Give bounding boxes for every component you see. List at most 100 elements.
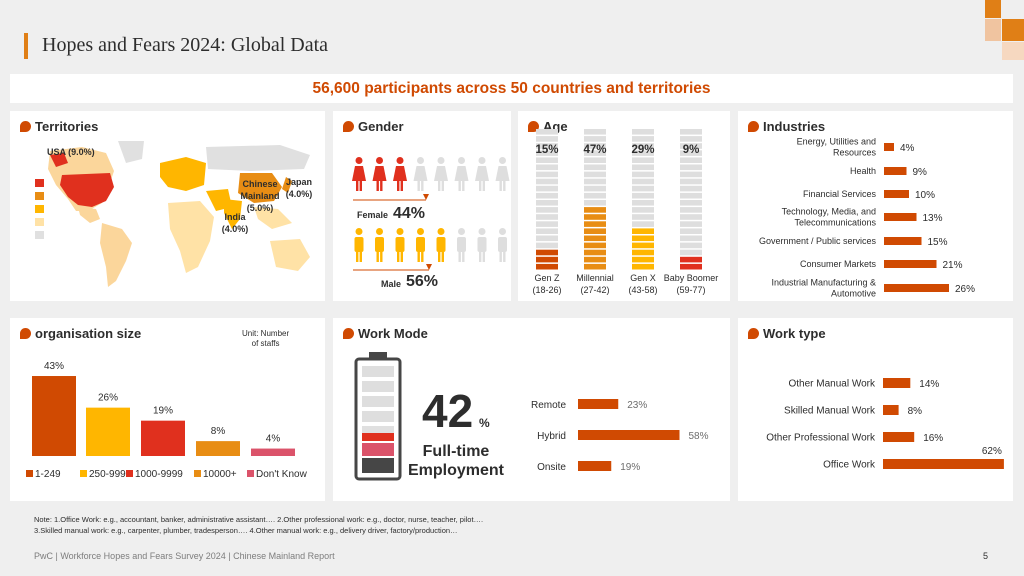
age-category-label: (59-77) (676, 285, 705, 295)
male-person-icon-1 (375, 228, 384, 262)
age-bar-segment (536, 150, 558, 156)
industry-value-label: 4% (900, 143, 915, 154)
age-bar-segment (584, 178, 606, 185)
participants-banner-text: 56,600 participants across 50 countries … (312, 79, 711, 97)
industry-category-label: Resources (833, 148, 877, 158)
age-bar-segment (536, 185, 558, 192)
worktype-title: Work type (748, 326, 826, 341)
age-category-label: (27-42) (580, 285, 609, 295)
worktype-value-label: 8% (908, 406, 923, 417)
age-bar-segment (632, 150, 654, 156)
title-accent-bar (24, 33, 28, 59)
age-bar-segment (680, 242, 702, 249)
age-bar-segment (584, 200, 606, 206)
age-bar-segment (584, 129, 606, 135)
age-bar-segment (632, 178, 654, 185)
china-shape (238, 173, 282, 203)
age-bar-segment (680, 228, 702, 234)
age-value-label: 9% (683, 144, 700, 156)
note-line-1: Note: 1.Office Work: e.g., accountant, b… (34, 515, 484, 524)
age-bar-segment (584, 143, 606, 149)
industry-category-label: Government / Public services (759, 236, 877, 246)
south-america-shape (100, 223, 132, 287)
australia-shape (270, 239, 310, 271)
age-category-label: Baby Boomer (664, 273, 719, 283)
worktype-bar (883, 405, 899, 415)
industry-bar (884, 167, 907, 175)
age-bar-segment (632, 221, 654, 227)
industry-bar (884, 213, 917, 221)
world-map (48, 141, 310, 287)
bullet-icon (20, 328, 31, 339)
workmode-chart: 23% Remote 58% Hybrid 19% Onsite (531, 399, 709, 473)
age-bar-segment (632, 129, 654, 135)
bullet-icon (343, 328, 354, 339)
age-bar-segment (536, 228, 558, 234)
age-bar-segment (680, 263, 702, 270)
age-bar-segment (536, 171, 558, 178)
age-bar-segment (584, 228, 606, 234)
battery-icon (354, 352, 402, 481)
orgsize-bar (86, 407, 130, 456)
age-bar-segment (632, 207, 654, 213)
orgsize-bar (251, 448, 295, 456)
age-bar-segment (584, 164, 606, 171)
orgsize-legend-swatch (26, 470, 33, 477)
orgsize-legend-swatch (194, 470, 201, 477)
orgsize-legend-label: 10000+ (203, 469, 237, 480)
gender-pictogram (352, 157, 510, 271)
workmode-panel: Work Mode 42 % Full-time Employment 23% R… (333, 318, 730, 501)
mexico-shape (78, 207, 100, 223)
greenland-shape (118, 141, 144, 163)
orgsize-legend-swatch (80, 470, 87, 477)
se-asia-shape (254, 207, 292, 229)
alaska-shape (50, 153, 68, 167)
page-number: 5 (983, 551, 989, 561)
male-person-icon-5 (457, 228, 466, 262)
orgsize-legend-label: Don't Know (256, 469, 308, 480)
age-bar-segment (680, 214, 702, 220)
orgsize-chart: 43% 26% 19% 8% 4% 1-249 250-999 1000-9999 10000+… (26, 361, 308, 480)
age-bar-segment (536, 249, 558, 256)
workmode-value-label: 23% (627, 400, 647, 411)
usa-shape (60, 173, 114, 207)
industry-bar (884, 237, 922, 245)
age-bar-segment (584, 256, 606, 263)
workmode-category-label: Hybrid (537, 431, 566, 442)
worktype-value-label: 14% (919, 379, 939, 390)
male-person-icon-2 (395, 228, 405, 262)
age-bar-segment (584, 214, 606, 220)
note-line-2: 3.Skilled manual work: e.g., carpenter, … (34, 526, 458, 535)
age-bar-segment (536, 214, 558, 220)
participants-banner: 56,600 participants across 50 countries … (10, 74, 1013, 103)
age-bar-segment (536, 136, 558, 142)
male-person-icon-0 (354, 228, 364, 262)
male-person-icon-3 (416, 228, 425, 262)
age-bar-segment (680, 164, 702, 171)
industry-value-label: 26% (955, 284, 975, 295)
age-bar-segment (632, 263, 654, 270)
orgsize-value-label: 43% (44, 361, 64, 372)
industry-category-label: Automotive (831, 289, 876, 299)
female-label: Female (357, 210, 389, 220)
age-bar-segment (680, 256, 702, 263)
age-bar-segment (584, 235, 606, 242)
industry-category-label: Consumer Markets (800, 259, 877, 269)
worktype-category-label: Office Work (823, 460, 876, 471)
age-value-label: 29% (631, 144, 654, 156)
age-bar-segment (536, 256, 558, 263)
age-category-label: Gen X (630, 273, 656, 283)
age-category-label: (18-26) (532, 285, 561, 295)
age-panel: Age 15% Gen Z (18-26) 47% Millennial (27-42) 2… (518, 111, 730, 301)
female-person-icon-4 (434, 157, 448, 191)
territories-panel: Territories USA (9.0%) Chinese Mainland … (10, 111, 325, 301)
industry-value-label: 9% (913, 167, 928, 178)
workmode-bar (578, 399, 619, 409)
bullet-icon (20, 121, 31, 132)
industry-category-label: Industrial Manufacturing & (771, 278, 876, 288)
japan-label: Japan (4.0%) (285, 177, 313, 199)
female-person-icon-7 (495, 157, 510, 191)
china-label: Chinese Mainland (5.0%) (240, 179, 280, 213)
orgsize-unit-label: Unit: Number of staffs (242, 329, 290, 348)
age-bar-segment (584, 221, 606, 227)
